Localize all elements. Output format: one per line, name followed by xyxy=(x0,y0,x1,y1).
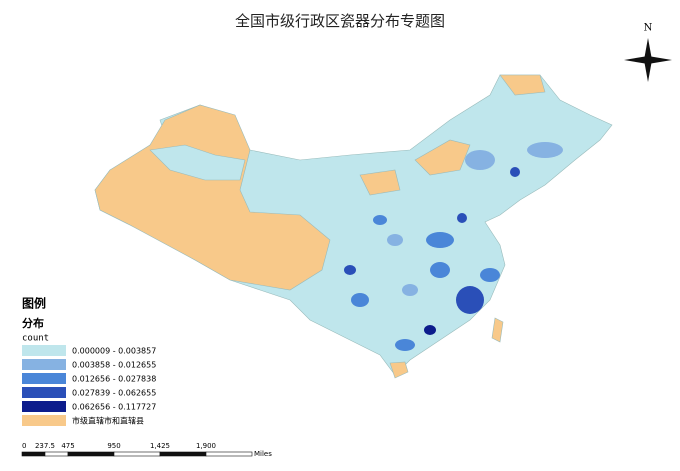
scale-segment xyxy=(44,451,69,457)
scale-segment xyxy=(205,451,253,457)
legend-title: 图例 xyxy=(22,296,46,311)
north-label: N xyxy=(644,23,653,34)
scale-segment xyxy=(67,451,115,457)
district xyxy=(510,167,520,177)
district xyxy=(351,293,369,307)
legend-label: 0.062656 - 0.117727 xyxy=(72,403,156,412)
district xyxy=(456,286,484,314)
district xyxy=(527,142,563,158)
scale-segment xyxy=(113,451,161,457)
legend-items: 0.000009 - 0.003857 0.003858 - 0.012655 0.… xyxy=(22,345,156,426)
arrow-horizontal xyxy=(624,56,672,64)
scale-label: 475 xyxy=(61,442,74,450)
region-north-a xyxy=(414,139,471,176)
legend: 图例 分布 count 0.000009 - 0.003857 0.003858 … xyxy=(22,296,156,426)
legend-swatch xyxy=(22,359,66,370)
scale-bar: 0 237.5 475 950 1,425 1,900 Miles xyxy=(21,442,272,458)
scale-segment xyxy=(159,451,207,457)
legend-label: 0.012656 - 0.027838 xyxy=(72,375,156,384)
region-taiwan xyxy=(491,317,504,343)
legend-swatch xyxy=(22,401,66,412)
district xyxy=(480,268,500,282)
scale-label: 1,900 xyxy=(196,442,216,450)
map-title: 全国市级行政区瓷器分布专题图 xyxy=(235,12,445,30)
district xyxy=(395,339,415,351)
north-arrow: N xyxy=(624,23,672,82)
district xyxy=(344,265,356,275)
district xyxy=(457,213,467,223)
legend-label: 0.027839 - 0.062655 xyxy=(72,389,156,398)
region-xinjiang-north xyxy=(149,144,246,181)
district xyxy=(424,325,436,335)
legend-swatch xyxy=(22,415,66,426)
district xyxy=(402,284,418,296)
legend-label: 0.003858 - 0.012655 xyxy=(72,361,156,370)
district xyxy=(426,232,454,248)
scale-label: 950 xyxy=(107,442,120,450)
district xyxy=(373,215,387,225)
legend-label: 0.000009 - 0.003857 xyxy=(72,347,156,356)
region-north-c xyxy=(359,169,401,196)
legend-label: 市级直辖市和直辖县 xyxy=(72,416,144,426)
legend-field: count xyxy=(22,334,49,344)
legend-swatch xyxy=(22,373,66,384)
scale-label: 0 xyxy=(22,442,26,450)
scale-label: 1,425 xyxy=(150,442,170,450)
map xyxy=(94,74,613,379)
district xyxy=(430,262,450,278)
legend-swatch xyxy=(22,387,66,398)
region-north-b xyxy=(499,74,546,96)
district xyxy=(465,150,495,170)
scale-segment xyxy=(21,451,46,457)
legend-subtitle: 分布 xyxy=(22,316,44,330)
region-hainan xyxy=(389,361,409,379)
districts xyxy=(344,142,563,351)
legend-swatch xyxy=(22,345,66,356)
scale-label: 237.5 xyxy=(35,442,55,450)
scale-unit: Miles xyxy=(254,450,272,458)
district xyxy=(387,234,403,246)
